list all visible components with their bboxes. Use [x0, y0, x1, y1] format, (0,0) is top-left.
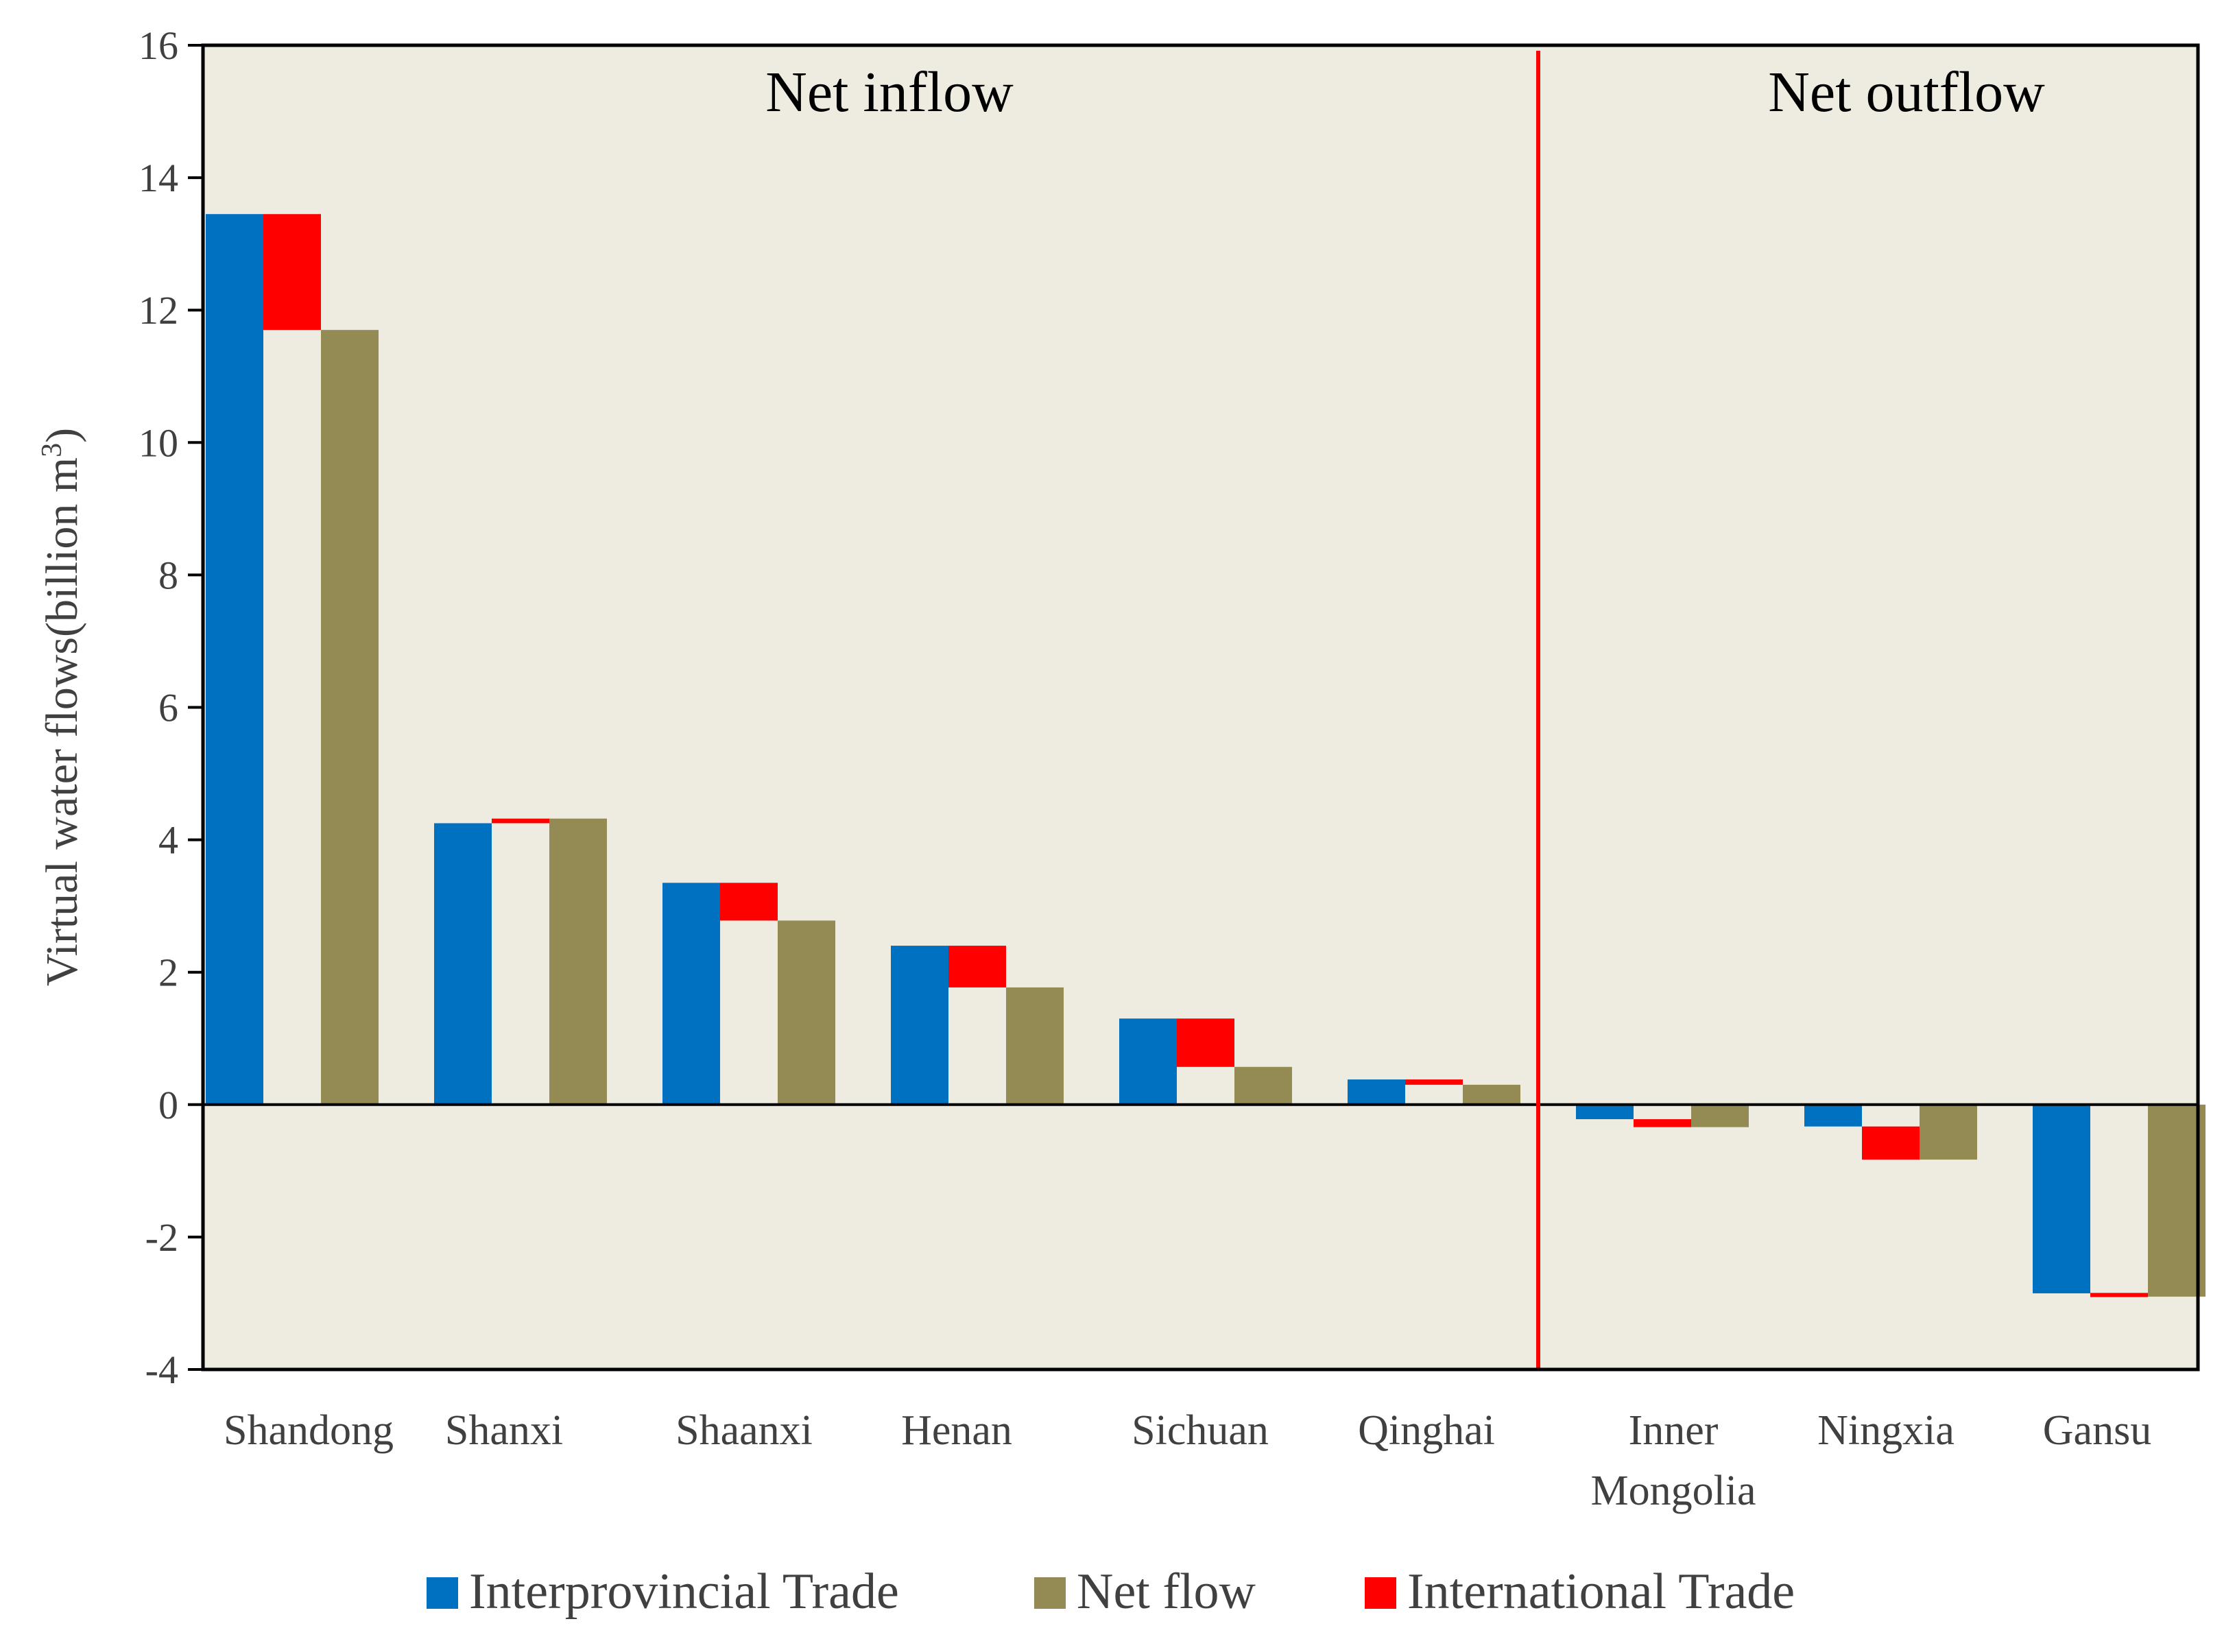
bar-interprovincial-7 — [1804, 1104, 1862, 1127]
x-category-label: Qinghai — [1358, 1407, 1495, 1454]
y-tick-label: 12 — [139, 288, 178, 333]
bar-international-2 — [720, 883, 778, 921]
bar-interprovincial-8 — [2033, 1104, 2090, 1293]
x-category-label: Shaanxi — [676, 1407, 813, 1454]
y-tick-label: 2 — [158, 950, 178, 995]
y-tick-label: -4 — [145, 1348, 178, 1392]
bar-interprovincial-4 — [1119, 1018, 1177, 1105]
legend: Interprovincial Trade Net flow Internation… — [427, 1564, 1795, 1620]
legend-label: Interprovincial Trade — [469, 1564, 899, 1620]
bar-net-flow-4 — [1234, 1066, 1292, 1105]
bar-international-0 — [263, 214, 321, 331]
legend-label: Net flow — [1077, 1564, 1256, 1620]
bar-net-flow-8 — [2148, 1104, 2206, 1297]
y-tick-label: 14 — [139, 156, 178, 200]
legend-swatch — [427, 1577, 458, 1609]
x-category-label: Mongolia — [1590, 1468, 1756, 1514]
bar-international-8 — [2090, 1293, 2148, 1297]
y-tick-label: 6 — [158, 686, 178, 730]
y-tick-label: 16 — [139, 23, 178, 68]
bar-net-flow-6 — [1691, 1104, 1749, 1127]
bar-interprovincial-3 — [891, 946, 948, 1105]
legend-swatch — [1365, 1577, 1396, 1609]
region-label: Net outflow — [1768, 60, 2045, 124]
y-tick-label: -2 — [145, 1215, 178, 1260]
x-axis-categories: Shandong Shanxi Shaanxi Henan Sichuan Qinghai… — [224, 1407, 2151, 1514]
bar-interprovincial-6 — [1576, 1104, 1634, 1120]
x-category-label: Shanxi — [445, 1407, 563, 1454]
region-labels: Net inflow Net outflow — [765, 60, 2045, 124]
bar-net-flow-3 — [1006, 987, 1064, 1105]
x-category-label: Gansu — [2043, 1407, 2151, 1454]
y-tick-label: 4 — [158, 818, 178, 863]
plot-background — [203, 45, 2198, 1369]
x-category-label: Ningxia — [1817, 1407, 1955, 1454]
bar-net-flow-5 — [1463, 1084, 1520, 1105]
bar-net-flow-7 — [1920, 1104, 1977, 1160]
bar-interprovincial-0 — [206, 214, 263, 1105]
x-category-label: Inner — [1629, 1407, 1719, 1454]
bar-interprovincial-2 — [662, 883, 720, 1105]
bar-international-3 — [948, 946, 1006, 987]
bar-net-flow-2 — [778, 920, 835, 1105]
bar-net-flow-0 — [321, 330, 379, 1105]
x-category-label: Shandong — [224, 1407, 394, 1454]
bar-international-1 — [492, 818, 549, 824]
bars-layer — [206, 214, 2206, 1297]
y-axis-label: Virtual water flows(billion m3) — [36, 428, 87, 986]
bar-international-6 — [1634, 1119, 1691, 1127]
bar-international-7 — [1862, 1126, 1920, 1160]
y-axis-label-superscript: 3 — [36, 443, 68, 457]
bar-net-flow-1 — [549, 818, 607, 1105]
region-label: Net inflow — [765, 60, 1014, 124]
y-axis-ticks: -4 -2 0 2 4 6 8 10 12 14 16 — [139, 23, 203, 1392]
bar-international-5 — [1405, 1079, 1463, 1085]
x-category-label: Henan — [901, 1407, 1012, 1454]
legend-label: International Trade — [1407, 1564, 1795, 1620]
x-category-label: Sichuan — [1132, 1407, 1269, 1454]
bar-international-4 — [1177, 1018, 1234, 1067]
y-tick-label: 10 — [139, 420, 178, 465]
y-tick-label: 8 — [158, 553, 178, 597]
legend-swatch — [1034, 1577, 1066, 1609]
y-axis-label-main: Virtual water flows(billion m — [37, 457, 87, 986]
bar-interprovincial-1 — [434, 823, 492, 1105]
y-axis-label-close: ) — [37, 428, 87, 443]
bar-interprovincial-5 — [1348, 1079, 1405, 1105]
y-tick-label: 0 — [158, 1083, 178, 1127]
